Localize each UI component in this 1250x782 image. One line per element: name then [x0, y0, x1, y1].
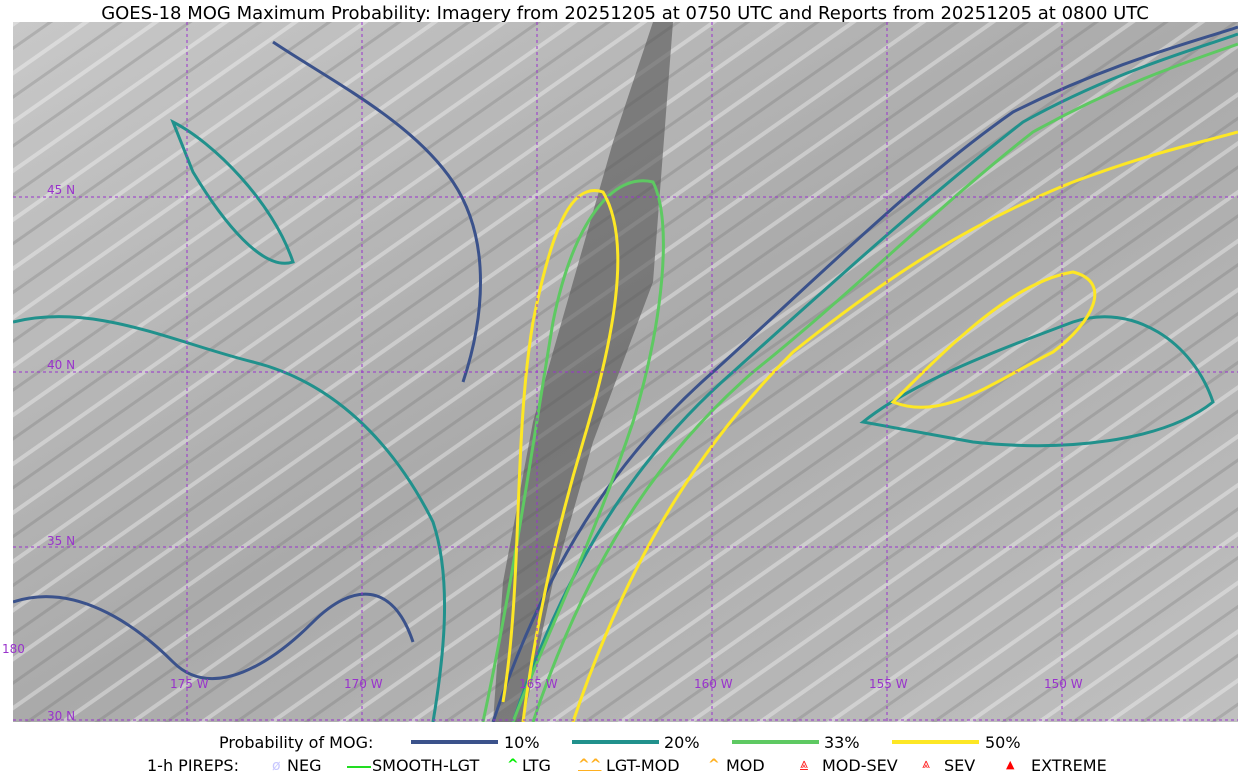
pirep-sev: SEV: [944, 756, 976, 775]
contour-20-east: [859, 315, 1215, 448]
map-title: GOES-18 MOG Maximum Probability: Imagery…: [101, 3, 1149, 24]
graticule: [13, 22, 1238, 722]
lat-label-30n: 30 N: [47, 709, 76, 723]
double-caret-bar-icon: ⩓: [800, 756, 808, 772]
lon-label-170w: 170 W: [344, 677, 383, 691]
contour-10: [491, 25, 1238, 722]
lon-label-180: 180: [2, 642, 25, 656]
swatch-33: [732, 740, 819, 744]
swatch-20: [572, 740, 659, 744]
swatch-50: [892, 740, 979, 744]
satellite-map: [13, 22, 1238, 722]
lon-label-175w: 175 W: [170, 677, 209, 691]
pirep-extreme: EXTREME: [1031, 756, 1107, 775]
contour-10-nw: [272, 40, 482, 383]
contour-20-sw: [13, 315, 447, 722]
legend-50: 50%: [985, 733, 1021, 752]
lon-label-160w: 160 W: [694, 677, 733, 691]
lon-label-150w: 150 W: [1044, 677, 1083, 691]
lat-label-40n: 40 N: [47, 358, 76, 372]
legend-33: 33%: [824, 733, 860, 752]
contour-50-east: [890, 270, 1097, 409]
pirep-mod: MOD: [726, 756, 765, 775]
pirep-mod-sev: MOD-SEV: [822, 756, 898, 775]
contour-layer: [13, 22, 1238, 722]
pirep-lgt-mod: LGT-MOD: [606, 756, 680, 775]
caret-icon: ^: [507, 757, 519, 773]
double-caret-icon: ⩓: [922, 756, 930, 772]
contour-10-sw: [13, 592, 415, 681]
contour-50: [571, 130, 1238, 722]
neg-circle-icon: ø: [272, 758, 281, 774]
caret-icon-mod: ^: [708, 757, 720, 773]
lat-label-45n: 45 N: [47, 183, 76, 197]
probability-legend-label: Probability of MOG:: [219, 733, 374, 752]
lon-label-155w: 155 W: [869, 677, 908, 691]
contour-20-nw: [170, 118, 295, 265]
legend-20: 20%: [664, 733, 700, 752]
lon-label-165w: 165 W: [519, 677, 558, 691]
pirep-smooth-lgt: SMOOTH-LGT: [372, 756, 480, 775]
swatch-10: [411, 740, 498, 744]
lat-label-35n: 35 N: [47, 534, 76, 548]
contour-50-west: [501, 189, 620, 722]
contour-20: [511, 32, 1238, 722]
caret-bar-icon: ^^: [578, 757, 602, 773]
pireps-legend-label: 1-h PIREPS:: [147, 756, 239, 775]
legend-10: 10%: [504, 733, 540, 752]
contour-33-west: [481, 179, 665, 722]
line-icon: [347, 766, 371, 768]
filled-triangle-icon: ▲: [1006, 758, 1015, 771]
pirep-ltg: LTG: [522, 756, 551, 775]
contour-33: [531, 42, 1238, 722]
pirep-neg: NEG: [287, 756, 322, 775]
